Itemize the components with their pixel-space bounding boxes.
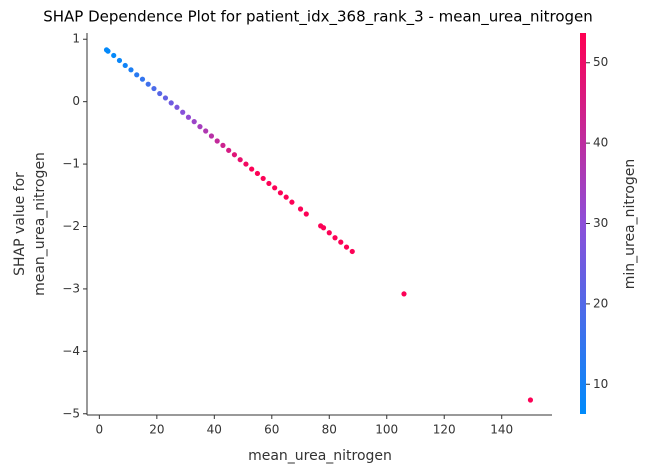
point (401, 291, 407, 297)
point (320, 225, 327, 231)
x-tick-label: 20 (149, 423, 164, 437)
y-tick-label: 0 (72, 94, 80, 108)
point (231, 152, 238, 158)
colorbar-tick-label: 30 (593, 216, 608, 230)
point (338, 239, 344, 245)
point (277, 190, 284, 196)
y-tick-label: −3 (62, 281, 80, 295)
x-tick-label: 140 (490, 423, 513, 437)
colorbar-tick-label: 40 (593, 136, 608, 150)
y-tick-label: −5 (62, 406, 80, 420)
point (174, 104, 180, 110)
point (203, 128, 209, 134)
point (122, 62, 128, 69)
x-tick-label: 60 (264, 423, 279, 437)
point (283, 194, 289, 200)
point (105, 48, 111, 54)
point (343, 244, 350, 250)
point (197, 124, 203, 130)
point (139, 76, 146, 82)
colorbar-tick-label: 20 (593, 296, 608, 310)
point (145, 81, 151, 87)
point (226, 147, 232, 153)
chart-title: SHAP Dependence Plot for patient_idx_368… (43, 8, 593, 27)
point (128, 67, 134, 73)
y-axis-label: SHAP value for (12, 172, 28, 276)
point (349, 248, 355, 255)
point (243, 161, 249, 167)
point (289, 199, 295, 205)
point (303, 211, 309, 217)
point (260, 175, 266, 182)
point (185, 114, 192, 120)
point (527, 397, 534, 403)
point (220, 142, 226, 148)
x-tick-label: 80 (322, 423, 337, 437)
point (237, 157, 243, 163)
point (157, 90, 163, 97)
point (168, 100, 174, 106)
point (162, 95, 169, 101)
point (134, 72, 140, 78)
point (208, 133, 215, 139)
x-tick-label: 100 (375, 423, 398, 437)
colorbar-label: min_urea_nitrogen (622, 159, 638, 290)
x-tick-label: 120 (433, 423, 456, 437)
x-tick-label: 0 (96, 423, 104, 437)
y-tick-label: −2 (62, 219, 80, 233)
colorbar (580, 33, 586, 414)
y-axis-label: mean_urea_nitrogen (32, 152, 48, 296)
point (272, 185, 278, 191)
point (326, 230, 332, 236)
point (297, 206, 304, 212)
y-tick-label: 1 (72, 32, 80, 46)
colorbar-tick-label: 10 (593, 377, 608, 391)
point (332, 235, 338, 241)
y-tick-label: −4 (62, 344, 80, 358)
point (214, 138, 220, 144)
point (254, 170, 261, 177)
point (151, 85, 157, 92)
point (191, 119, 197, 125)
colorbar-tick-label: 50 (593, 55, 608, 69)
point (266, 180, 272, 187)
x-tick-label: 40 (207, 423, 222, 437)
y-tick-label: −1 (62, 157, 80, 171)
point (116, 57, 123, 64)
point (249, 166, 255, 172)
point (180, 109, 186, 115)
point (111, 52, 117, 59)
x-axis-label: mean_urea_nitrogen (248, 448, 392, 464)
